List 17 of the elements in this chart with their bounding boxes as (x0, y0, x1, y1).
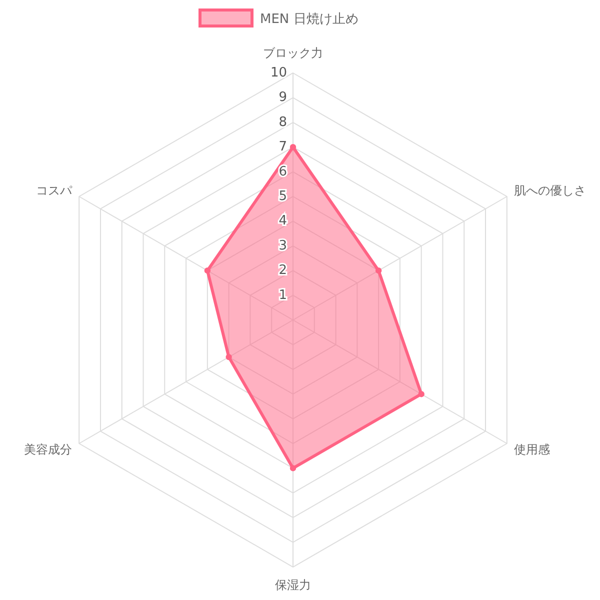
y-tick-label: 8 (278, 114, 287, 130)
y-tick-label: 1 (278, 288, 287, 303)
spoke-label: 美容成分 (24, 442, 72, 456)
y-tick-label: 6 (278, 164, 287, 180)
legend-label: MEN 日焼け止め (260, 12, 358, 27)
spoke-label: 肌への優しさ (514, 184, 586, 198)
spoke-label: コスパ (36, 184, 74, 198)
spoke-label: 保湿力 (275, 578, 311, 592)
y-tick-label: 5 (278, 189, 287, 204)
spoke-label: ブロック力 (263, 46, 323, 60)
y-tick-label: 9 (278, 90, 287, 106)
y-tick-label: 10 (270, 66, 287, 81)
y-tick-label: 2 (278, 263, 287, 278)
y-tick-label: 4 (278, 214, 287, 229)
y-tick-label: 3 (278, 238, 287, 254)
spoke-label: 使用感 (514, 442, 550, 456)
y-tick-label: 7 (278, 140, 287, 155)
